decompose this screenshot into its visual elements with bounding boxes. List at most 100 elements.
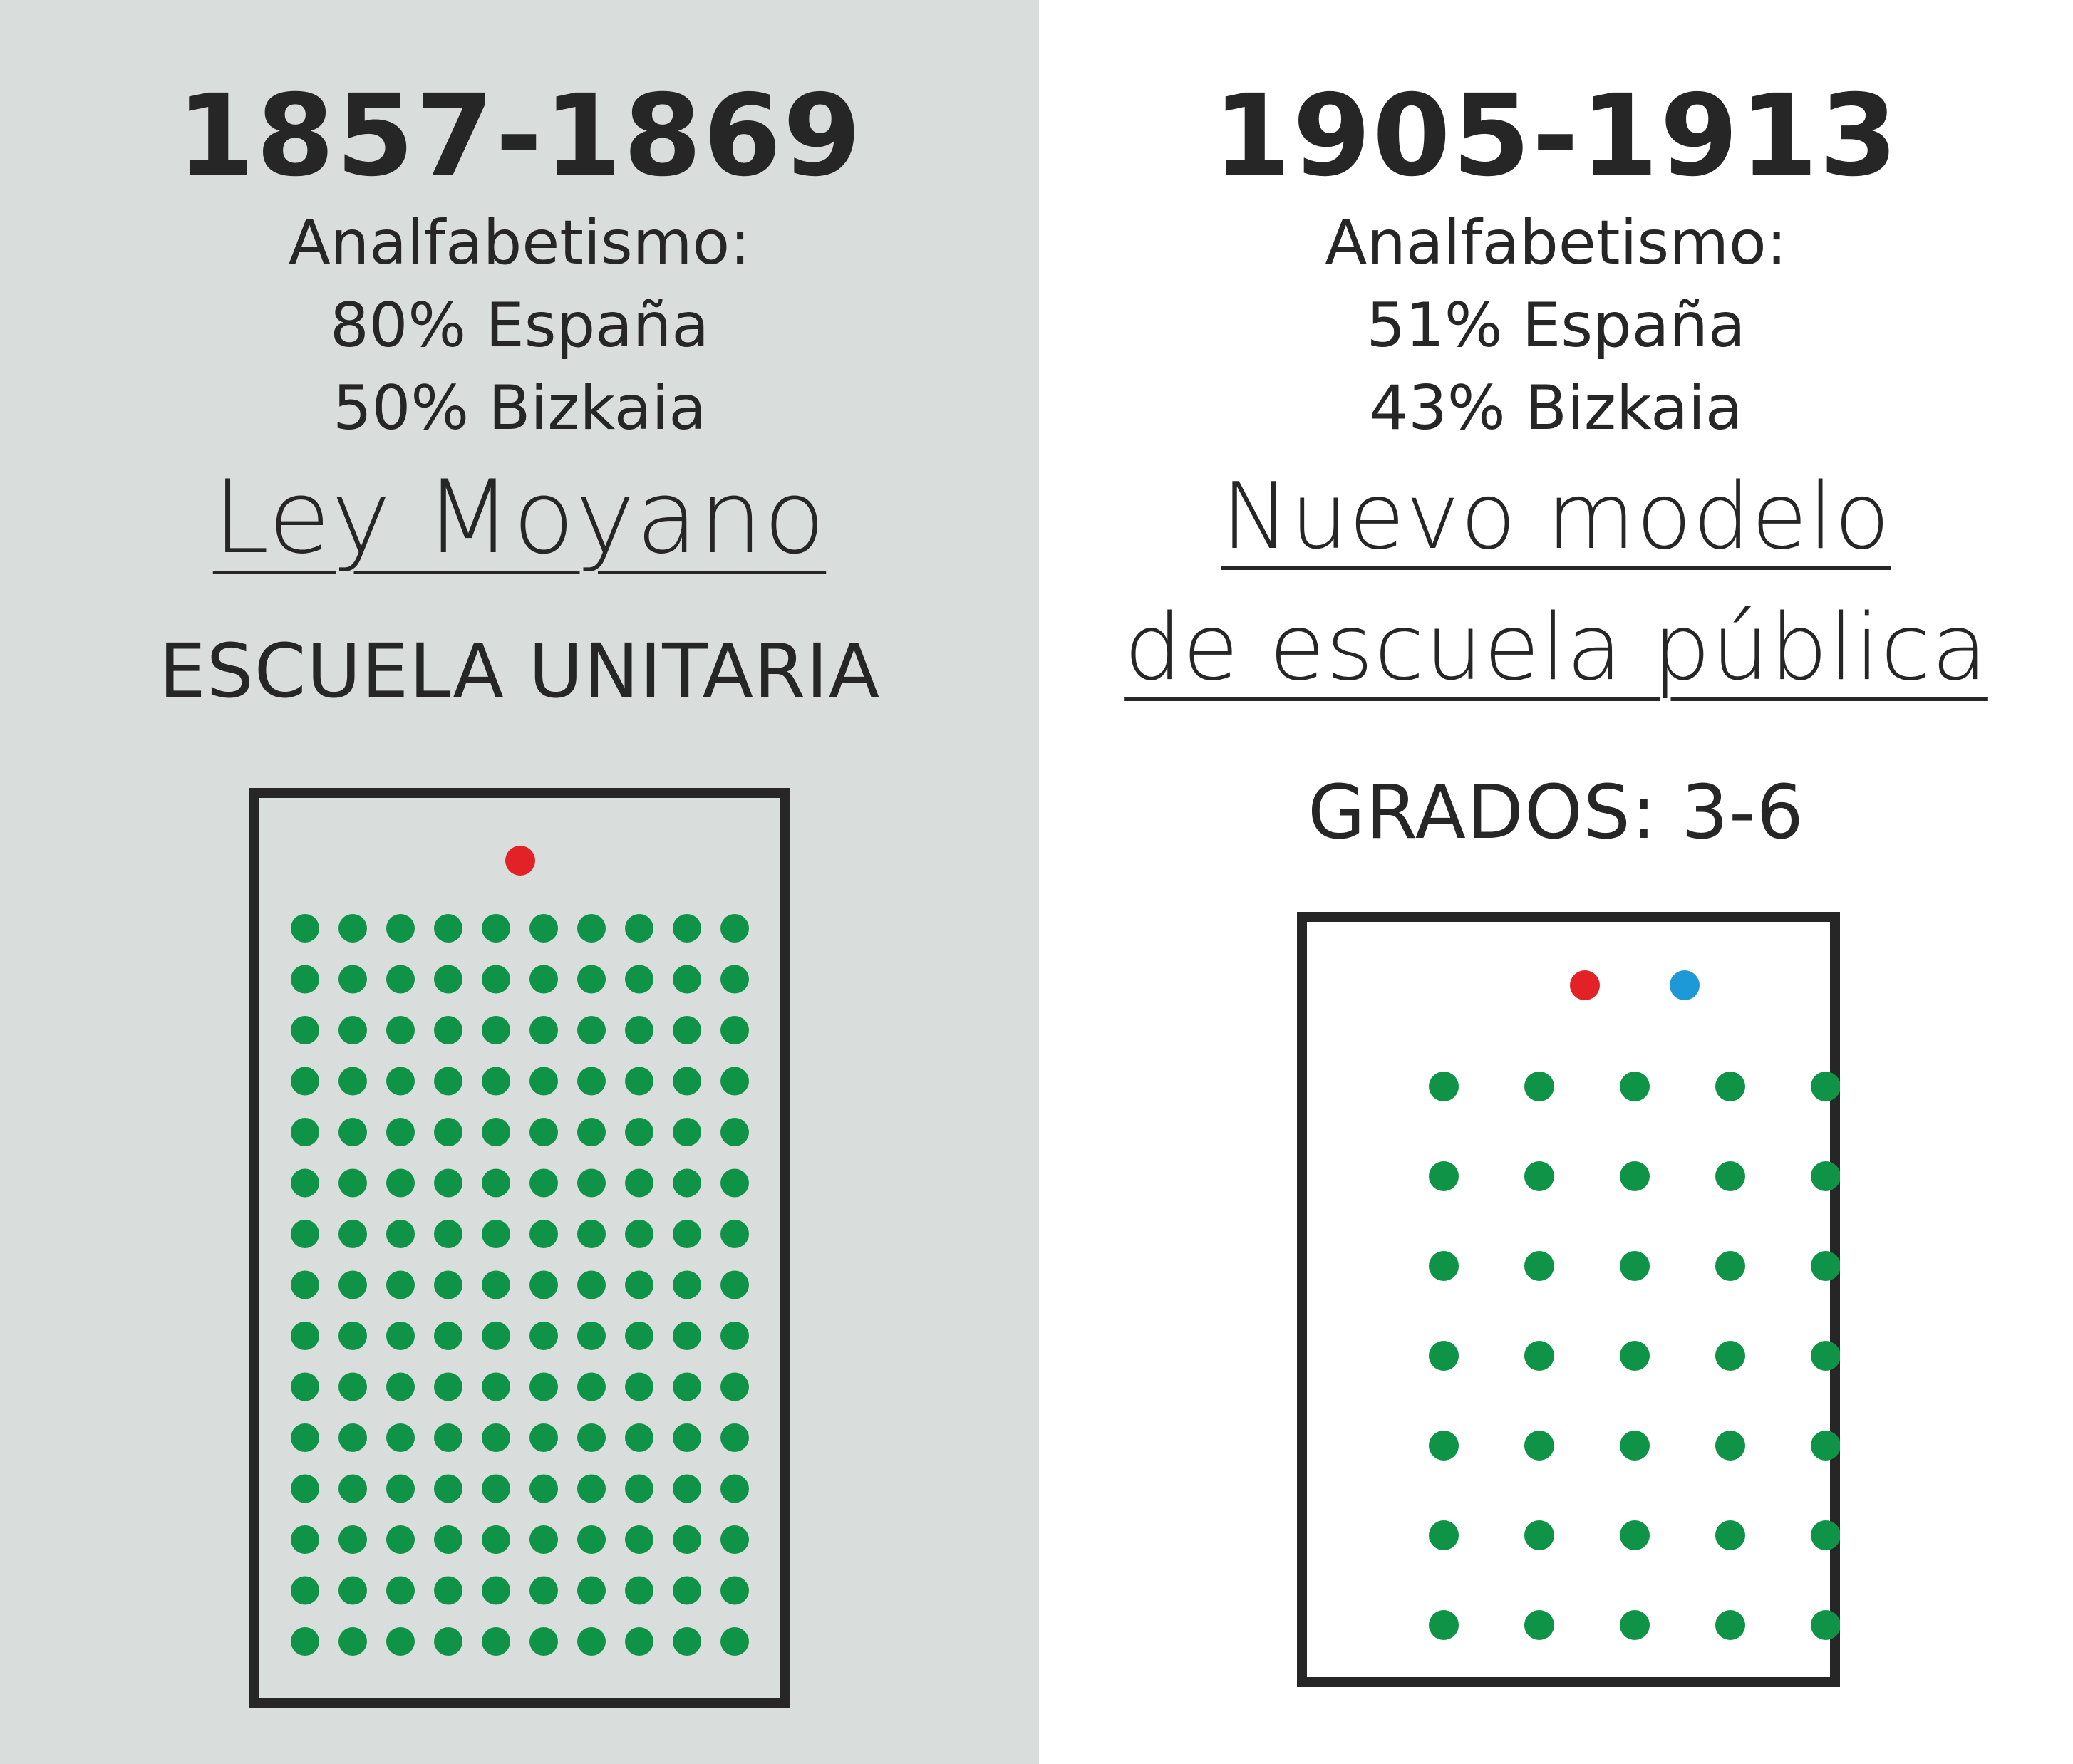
- left-student-dot: [529, 1576, 558, 1605]
- left-student-dot: [482, 1576, 510, 1605]
- left-student-dot: [673, 1525, 701, 1554]
- left-student-dot: [529, 1423, 558, 1452]
- left-student-dot: [625, 1525, 653, 1554]
- left-student-dot: [720, 1423, 749, 1452]
- left-student-dot: [529, 1525, 558, 1554]
- left-student-dot: [434, 1627, 462, 1656]
- left-student-dot: [720, 1627, 749, 1656]
- right-student-dot: [1620, 1431, 1650, 1461]
- right-student-dot: [1715, 1431, 1745, 1461]
- right-student-dot: [1811, 1341, 1840, 1371]
- left-student-dot: [577, 1220, 606, 1248]
- left-student-dot: [720, 1474, 749, 1503]
- right-student-dot: [1811, 1072, 1840, 1101]
- left-student-dot: [291, 1220, 319, 1248]
- left-student-dot: [434, 1168, 462, 1198]
- right-illiteracy-bizkaia: 43% Bizkaia: [1369, 373, 1743, 444]
- left-student-dot: [720, 914, 749, 943]
- left-student-dot: [625, 1067, 653, 1096]
- right-student-dot: [1429, 1161, 1459, 1191]
- left-student-dot: [434, 1016, 462, 1044]
- left-student-dot: [386, 1474, 415, 1503]
- left-student-dot: [529, 1016, 558, 1044]
- right-student-dot: [1715, 1072, 1745, 1101]
- right-teacher-dot: [1570, 970, 1600, 1000]
- left-student-dot: [386, 1627, 415, 1656]
- left-student-dot: [625, 1627, 653, 1656]
- left-student-dot: [338, 1118, 367, 1146]
- left-student-dot: [291, 1016, 319, 1044]
- left-student-dot: [434, 1576, 462, 1605]
- right-period: 1905-1913: [1212, 71, 1900, 202]
- right-panel: 1905-1913 Analfabetismo: 51% España 43% …: [1039, 0, 2073, 1764]
- left-student-dot: [720, 1067, 749, 1096]
- right-student-dot: [1429, 1341, 1459, 1371]
- left-student-dot: [673, 1576, 701, 1605]
- left-student-dot: [291, 1322, 319, 1350]
- left-student-dot: [291, 1372, 319, 1401]
- right-classroom-diagram: [1297, 912, 1840, 1687]
- left-student-dot: [673, 1067, 701, 1096]
- left-student-dot: [529, 1322, 558, 1350]
- right-teacher-dot: [1670, 970, 1700, 1000]
- right-student-dot: [1811, 1610, 1840, 1640]
- left-student-dot: [482, 965, 510, 994]
- left-student-dot: [720, 1016, 749, 1044]
- left-student-dot: [338, 1067, 367, 1096]
- left-student-dot: [338, 1423, 367, 1452]
- left-student-dot: [720, 1220, 749, 1248]
- left-student-dot: [529, 1627, 558, 1656]
- left-student-dot: [625, 1474, 653, 1503]
- right-student-dot: [1715, 1341, 1745, 1371]
- right-student-dot: [1715, 1520, 1745, 1550]
- right-student-dot: [1715, 1161, 1745, 1191]
- left-student-dot: [482, 1067, 510, 1096]
- left-student-dot: [673, 1270, 701, 1299]
- left-student-dot: [338, 1474, 367, 1503]
- left-student-dot: [386, 1118, 415, 1146]
- left-student-dot: [291, 1525, 319, 1554]
- right-student-dot: [1620, 1520, 1650, 1550]
- left-student-dot: [338, 914, 367, 943]
- right-student-dot: [1524, 1072, 1554, 1101]
- left-student-dot: [673, 1423, 701, 1452]
- left-student-dot: [338, 1016, 367, 1044]
- left-student-dot: [338, 1372, 367, 1401]
- left-student-dot: [482, 1220, 510, 1248]
- left-student-dot: [338, 1270, 367, 1299]
- left-student-dot: [386, 1576, 415, 1605]
- left-classroom-diagram: [249, 788, 790, 1708]
- left-panel: 1857-1869 Analfabetismo: 80% España 50% …: [0, 0, 1039, 1764]
- left-student-dot: [577, 1525, 606, 1554]
- right-grades: GRADOS: 3-6: [1308, 769, 1804, 856]
- left-student-dot: [720, 1270, 749, 1299]
- left-student-dot: [386, 1372, 415, 1401]
- left-student-dot: [386, 1168, 415, 1198]
- left-student-dot: [577, 1423, 606, 1452]
- left-student-dot: [291, 1118, 319, 1146]
- right-illiteracy-spain: 51% España: [1366, 290, 1746, 361]
- left-student-dot: [720, 1372, 749, 1401]
- left-student-dot: [577, 914, 606, 943]
- left-student-dot: [482, 1322, 510, 1350]
- left-student-dot: [577, 1474, 606, 1503]
- left-student-dot: [577, 1118, 606, 1146]
- left-student-dot: [577, 1067, 606, 1096]
- left-student-dot: [625, 1423, 653, 1452]
- left-illiteracy-spain: 80% España: [329, 290, 710, 361]
- left-student-dot: [720, 1576, 749, 1605]
- left-student-dot: [291, 1474, 319, 1503]
- left-student-dot: [291, 1576, 319, 1605]
- left-law-title: Ley Moyano: [212, 459, 827, 576]
- left-student-dot: [482, 1474, 510, 1503]
- left-student-dot: [529, 1118, 558, 1146]
- left-student-dot: [434, 1525, 462, 1554]
- left-student-dot: [482, 1168, 510, 1198]
- left-student-dot: [529, 1270, 558, 1299]
- left-student-dot: [482, 1627, 510, 1656]
- left-student-dot: [625, 965, 653, 994]
- left-student-dot: [291, 914, 319, 943]
- left-student-dot: [625, 914, 653, 943]
- left-student-dot: [673, 1016, 701, 1044]
- right-student-dot: [1620, 1341, 1650, 1371]
